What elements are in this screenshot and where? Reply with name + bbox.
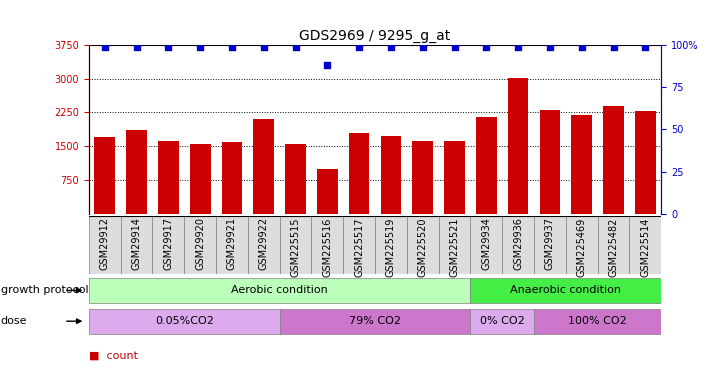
Text: dose: dose	[1, 316, 27, 326]
Bar	[279, 216, 311, 274]
Bar	[508, 78, 528, 214]
Point	[417, 44, 429, 50]
Bar	[635, 111, 656, 214]
Text: GSM29917: GSM29917	[164, 217, 173, 270]
Point	[99, 44, 110, 50]
Point	[290, 44, 301, 50]
Bar	[502, 216, 534, 274]
Point	[640, 44, 651, 50]
Bar	[412, 141, 433, 214]
Point	[449, 44, 460, 50]
Bar	[572, 115, 592, 214]
Point	[544, 44, 555, 50]
Text: GSM29920: GSM29920	[195, 217, 205, 270]
Point	[258, 44, 269, 50]
Point	[513, 44, 524, 50]
Bar	[89, 309, 279, 334]
Text: 0% CO2: 0% CO2	[480, 316, 525, 326]
Bar	[598, 216, 629, 274]
Text: Anaerobic condition: Anaerobic condition	[510, 285, 621, 296]
Bar	[222, 142, 242, 214]
Bar	[534, 216, 566, 274]
Bar	[439, 216, 471, 274]
Bar	[471, 309, 534, 334]
Bar	[476, 117, 497, 214]
Text: Aerobic condition: Aerobic condition	[231, 285, 328, 296]
Bar	[248, 216, 279, 274]
Bar	[317, 169, 338, 214]
Text: GSM29921: GSM29921	[227, 217, 237, 270]
Text: 100% CO2: 100% CO2	[568, 316, 627, 326]
Point	[608, 44, 619, 50]
Text: GSM225514: GSM225514	[641, 217, 651, 277]
Bar	[89, 278, 471, 303]
Text: GSM29914: GSM29914	[132, 217, 141, 270]
Bar	[158, 141, 178, 214]
Bar	[184, 216, 216, 274]
Bar	[95, 137, 115, 214]
Bar	[121, 216, 152, 274]
Bar	[89, 216, 121, 274]
Point	[226, 44, 237, 50]
Text: GSM225517: GSM225517	[354, 217, 364, 277]
Bar	[444, 141, 465, 214]
Bar	[603, 106, 624, 214]
Bar	[471, 278, 661, 303]
Text: GSM29912: GSM29912	[100, 217, 109, 270]
Bar	[349, 133, 370, 214]
Bar	[407, 216, 439, 274]
Bar	[629, 216, 661, 274]
Text: GSM29922: GSM29922	[259, 217, 269, 270]
Bar	[152, 216, 184, 274]
Bar	[471, 216, 502, 274]
Bar	[253, 119, 274, 214]
Point	[481, 44, 492, 50]
Bar	[540, 110, 560, 214]
Point	[195, 44, 206, 50]
Bar	[127, 130, 147, 214]
Text: GSM225469: GSM225469	[577, 217, 587, 277]
Bar	[375, 216, 407, 274]
Text: GSM225519: GSM225519	[386, 217, 396, 277]
Bar	[343, 216, 375, 274]
Text: growth protocol: growth protocol	[1, 285, 88, 296]
Text: ■  count: ■ count	[89, 350, 138, 360]
Text: GSM29934: GSM29934	[481, 217, 491, 270]
Bar	[285, 144, 306, 214]
Bar	[380, 136, 401, 214]
Text: 0.05%CO2: 0.05%CO2	[155, 316, 214, 326]
Point	[353, 44, 365, 50]
Text: GSM29937: GSM29937	[545, 217, 555, 270]
Text: 79% CO2: 79% CO2	[349, 316, 401, 326]
Point	[576, 44, 587, 50]
Bar	[534, 309, 661, 334]
Bar	[279, 309, 471, 334]
Title: GDS2969 / 9295_g_at: GDS2969 / 9295_g_at	[299, 28, 451, 43]
Point	[321, 62, 333, 68]
Bar	[311, 216, 343, 274]
Text: GSM225515: GSM225515	[291, 217, 301, 277]
Point	[385, 44, 397, 50]
Text: GSM225521: GSM225521	[449, 217, 459, 277]
Text: GSM225520: GSM225520	[418, 217, 428, 277]
Point	[163, 44, 174, 50]
Text: GSM225516: GSM225516	[322, 217, 332, 277]
Text: GSM225482: GSM225482	[609, 217, 619, 277]
Point	[131, 44, 142, 50]
Text: GSM29936: GSM29936	[513, 217, 523, 270]
Bar	[216, 216, 248, 274]
Bar	[190, 144, 210, 214]
Bar	[566, 216, 598, 274]
